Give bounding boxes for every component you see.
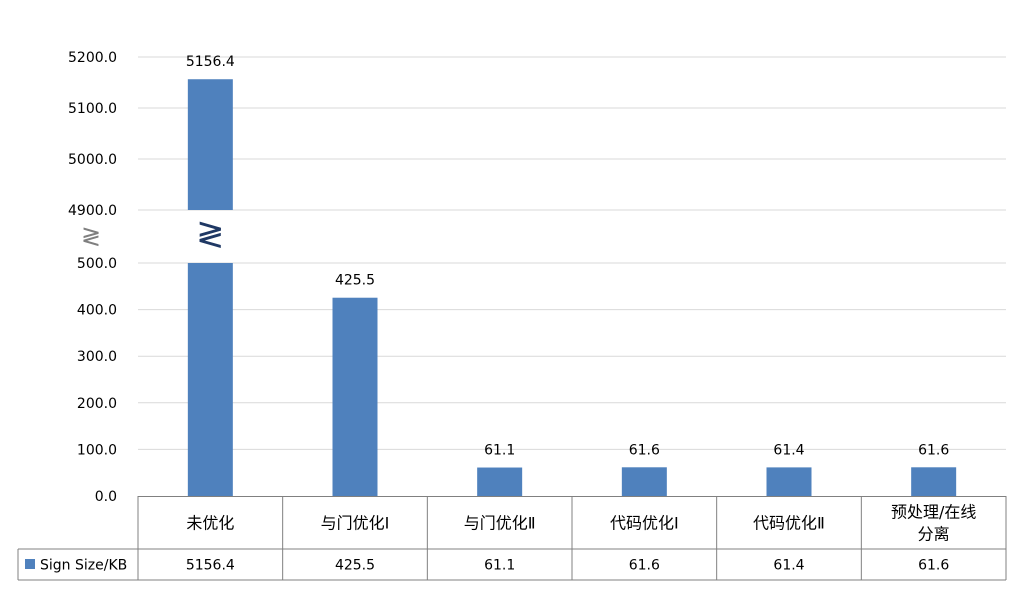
legend-label: Sign Size/KB <box>40 558 127 574</box>
category-label: 未优化 <box>186 514 234 533</box>
bar-lower-segment <box>187 263 233 496</box>
table-value: 61.4 <box>773 558 804 574</box>
bar <box>621 467 667 496</box>
category-label: 预处理/在线 <box>891 503 976 522</box>
data-label: 61.4 <box>773 442 804 458</box>
data-label: 5156.4 <box>186 54 235 70</box>
y-tick-label: 5100.0 <box>68 101 117 117</box>
y-tick-label: 0.0 <box>95 489 117 505</box>
y-tick-label: 100.0 <box>77 442 117 458</box>
bar-upper-segment <box>187 79 233 211</box>
category-label: 代码优化Ⅰ <box>610 514 679 533</box>
data-labels: 5156.4 425.5 61.1 61.6 61.4 61.6 <box>186 54 950 458</box>
y-tick-label: 5200.0 <box>68 50 117 66</box>
data-label: 425.5 <box>335 273 375 289</box>
axis-break-icon: ≷ <box>81 222 101 250</box>
category-label: 代码优化Ⅱ <box>753 514 825 533</box>
y-tick-label: 5000.0 <box>68 152 117 168</box>
table-value: 5156.4 <box>186 558 235 574</box>
y-tick-label: 500.0 <box>77 256 117 272</box>
table-value: 61.1 <box>484 558 515 574</box>
bar-break-icon: ≷ <box>196 214 225 254</box>
category-label: 与门优化Ⅰ <box>321 514 390 533</box>
data-label: 61.6 <box>918 442 949 458</box>
data-label: 61.6 <box>629 442 660 458</box>
table-value: 61.6 <box>629 558 660 574</box>
data-table: 未优化 5156.4 与门优化Ⅰ 425.5 与门优化Ⅱ 61.1 代码优化Ⅰ 61.6 代码优… <box>17 496 1007 581</box>
table-value: 425.5 <box>335 558 375 574</box>
category-label: 分离 <box>918 525 950 544</box>
bar <box>911 467 957 496</box>
bar <box>766 467 812 496</box>
bar <box>477 467 523 496</box>
bar <box>332 297 378 496</box>
y-tick-label: 300.0 <box>77 349 117 365</box>
legend-swatch <box>25 559 35 569</box>
bars: ≷ <box>187 79 957 496</box>
data-label: 61.1 <box>484 443 515 459</box>
category-label: 与门优化Ⅱ <box>464 514 536 533</box>
y-tick-label: 200.0 <box>77 396 117 412</box>
table-value: 61.6 <box>918 558 949 574</box>
y-tick-label: 400.0 <box>77 303 117 319</box>
y-tick-label: 4900.0 <box>68 203 117 219</box>
gridlines <box>138 56 1006 450</box>
y-axis: 0.0 100.0 200.0 300.0 400.0 500.0 4900.0 5000.0… <box>68 50 117 505</box>
